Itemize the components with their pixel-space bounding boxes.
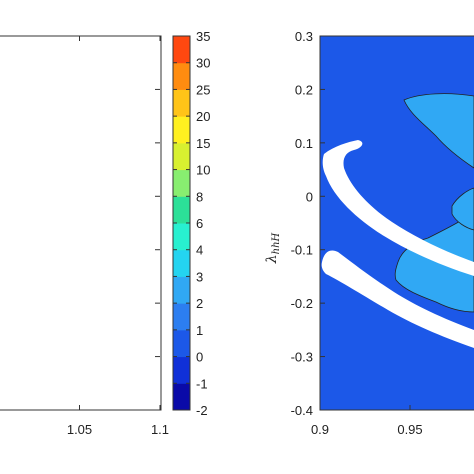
right-y-tick-label: -0.1 <box>291 243 313 258</box>
colorbar-band-11 <box>173 89 190 117</box>
colorbar-label: 10 <box>196 163 210 178</box>
colorbar-label: 8 <box>196 189 203 204</box>
colorbar-band-8 <box>173 169 190 197</box>
left-plot: 1.05 1.1 <box>0 35 169 437</box>
excluded-band-lower <box>321 250 474 348</box>
colorbar-band-2 <box>173 329 190 358</box>
colorbar-label: 0 <box>196 350 203 365</box>
right-plot-background <box>320 36 474 410</box>
colorbar-label: -1 <box>196 376 208 391</box>
colorbar-label: 3 <box>196 269 203 284</box>
colorbar-band-12 <box>173 62 190 90</box>
right-x-tick-label: 0.9 <box>311 422 329 437</box>
contour-region-small <box>451 187 474 231</box>
excluded-band-upper <box>322 140 474 276</box>
colorbar-label: -2 <box>196 403 208 418</box>
colorbar-band-5 <box>173 249 190 277</box>
contour-region-middle <box>394 217 474 313</box>
right-x-axis: 0.9 0.95 <box>311 405 423 437</box>
colorbar-label: 4 <box>196 243 203 258</box>
colorbar-band-4 <box>173 276 190 304</box>
right-y-tick-label: 0.2 <box>295 82 313 97</box>
colorbar-bands <box>173 36 190 411</box>
right-x-tick-label: 0.95 <box>397 422 422 437</box>
colorbar: -2 -1 0 1 2 3 4 6 8 10 15 20 25 30 35 <box>172 29 210 418</box>
left-x-axis: 1.05 1.1 <box>67 36 169 437</box>
right-plot: -0.4 -0.3 -0.2 -0.1 0 0.1 0.2 0.3 0.9 0.95 λhhH <box>264 29 474 437</box>
colorbar-label: 1 <box>196 323 203 338</box>
right-y-tick-label: 0.1 <box>295 136 313 151</box>
left-plot-area <box>0 35 162 411</box>
colorbar-band-6 <box>173 223 190 251</box>
right-y-axis-label: λhhH <box>264 232 282 264</box>
right-y-tick-label: 0 <box>306 189 313 204</box>
y-label-sub: hhH <box>271 232 282 254</box>
contour-region-upper <box>403 93 474 169</box>
colorbar-label: 35 <box>196 29 210 44</box>
colorbar-label: 6 <box>196 216 203 231</box>
right-y-tick-label: 0.3 <box>295 29 313 44</box>
right-y-tick-label: -0.2 <box>291 296 313 311</box>
colorbar-band-13 <box>173 36 190 64</box>
colorbar-band-3 <box>173 303 190 331</box>
colorbar-band-1 <box>173 356 190 384</box>
colorbar-labels: -2 -1 0 1 2 3 4 6 8 10 15 20 25 30 35 <box>173 29 210 418</box>
right-y-tick-label: -0.3 <box>291 350 313 365</box>
colorbar-label: 2 <box>196 296 203 311</box>
colorbar-band-0 <box>173 383 190 411</box>
colorbar-label: 20 <box>196 109 210 124</box>
right-y-axis: -0.4 -0.3 -0.2 -0.1 0 0.1 0.2 0.3 <box>291 29 325 418</box>
colorbar-band-9 <box>173 142 190 171</box>
right-y-tick-label: -0.4 <box>291 403 313 418</box>
colorbar-label: 15 <box>196 136 210 151</box>
y-label-main: λ <box>264 254 280 264</box>
left-x-tick-label: 1.1 <box>151 422 169 437</box>
colorbar-label: 25 <box>196 82 210 97</box>
right-plot-frame <box>319 35 474 411</box>
colorbar-band-10 <box>173 116 190 144</box>
colorbar-band-7 <box>173 196 190 224</box>
left-x-tick-label: 1.05 <box>67 422 92 437</box>
colorbar-label: 30 <box>196 56 210 71</box>
left-frame-ticks <box>155 35 160 411</box>
